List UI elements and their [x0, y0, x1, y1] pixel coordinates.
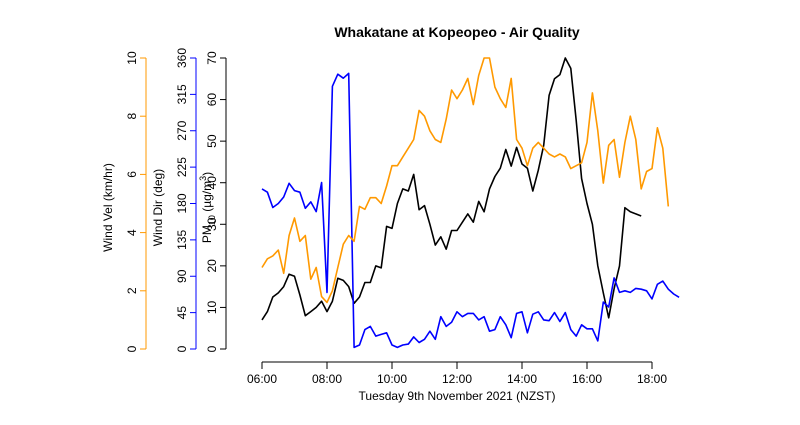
pm10-tick-label: 0 — [205, 345, 219, 352]
pm10-axis-label: PM10 (µg/m3) — [198, 172, 217, 243]
x-tick-label: 10:00 — [377, 372, 407, 386]
wind_dir-axis-label: Wind Dir (deg) — [151, 169, 165, 246]
pm10-tick-label: 10 — [205, 300, 219, 314]
x-tick-label: 06:00 — [247, 372, 277, 386]
wind_vel-tick-label: 0 — [125, 345, 139, 352]
pm10-tick-label: 30 — [205, 217, 219, 231]
x-tick-label: 08:00 — [312, 372, 342, 386]
wind_dir-tick-label: 315 — [175, 84, 189, 104]
x-tick-label: 12:00 — [442, 372, 472, 386]
wind_vel-tick-label: 10 — [125, 51, 139, 65]
wind_vel-tick-label: 4 — [125, 229, 139, 236]
plot-area: 06:00 08:00 10:00 12:00 14:00 16:00 18:0001020… — [101, 48, 680, 386]
wind_dir-tick-label: 270 — [175, 120, 189, 140]
pm10-tick-label: 70 — [205, 51, 219, 65]
x-tick-label: 16:00 — [572, 372, 602, 386]
wind_vel-tick-label: 6 — [125, 171, 139, 178]
pm10-tick-label: 60 — [205, 93, 219, 107]
pm10-tick-label: 20 — [205, 259, 219, 273]
wind_vel-series-line — [261, 57, 670, 304]
wind_dir-tick-label: 225 — [175, 157, 189, 177]
wind_dir-tick-label: 45 — [175, 306, 189, 320]
x-tick-label: 18:00 — [637, 372, 667, 386]
x-axis-label: Tuesday 9th November 2021 (NZST) — [359, 389, 556, 403]
wind_vel-tick-label: 2 — [125, 287, 139, 294]
chart-title: Whakatane at Kopeopeo - Air Quality — [334, 24, 580, 40]
wind_dir-tick-label: 0 — [175, 345, 189, 352]
wind_dir-tick-label: 180 — [175, 193, 189, 213]
wind_vel-tick-label: 8 — [125, 113, 139, 120]
x-tick-label: 14:00 — [507, 372, 537, 386]
wind_dir-tick-label: 135 — [175, 230, 189, 250]
wind_vel-axis-label: Wind Vel (km/hr) — [101, 163, 115, 252]
wind_dir-tick-label: 360 — [175, 48, 189, 68]
pm10-series-line — [261, 57, 642, 321]
pm10-tick-label: 50 — [205, 134, 219, 148]
wind_dir-tick-label: 90 — [175, 269, 189, 283]
wind_dir-series-line — [261, 72, 680, 349]
pm10-tick-label: 40 — [205, 176, 219, 190]
